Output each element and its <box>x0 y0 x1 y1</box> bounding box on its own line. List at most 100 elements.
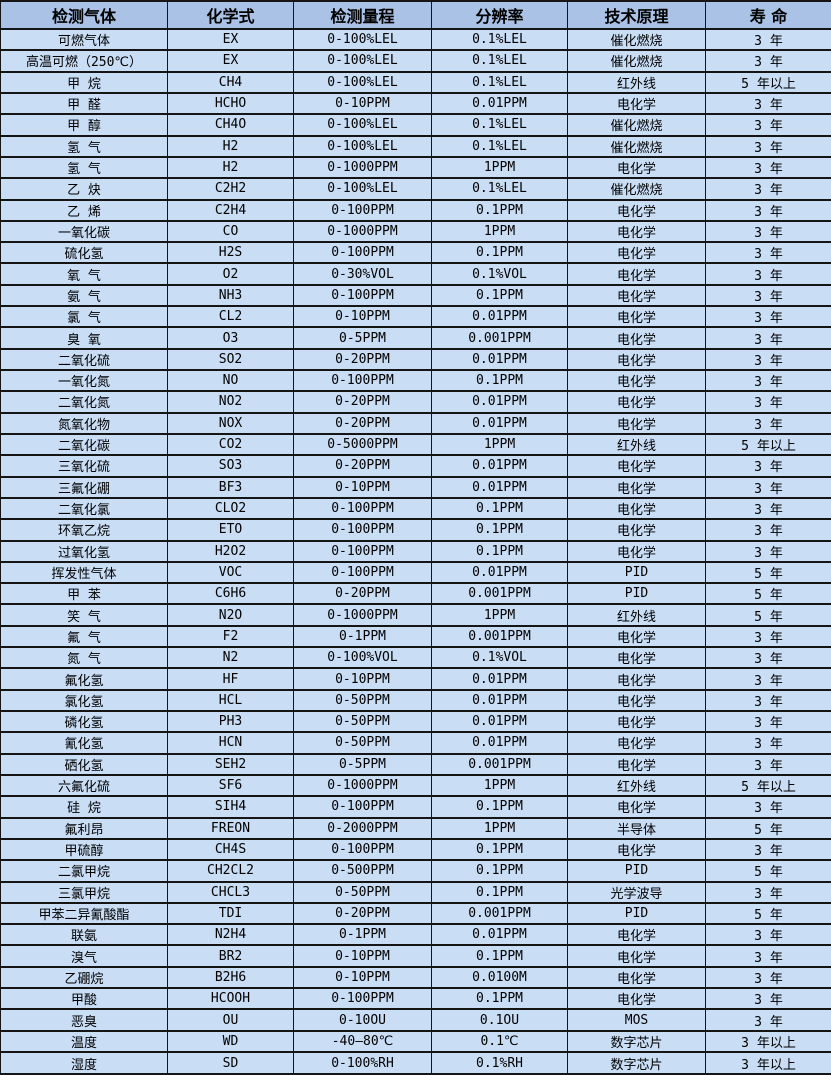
cell-gas: 二氧化氯 <box>0 496 168 521</box>
cell-principle: 电化学 <box>567 646 706 670</box>
cell-lifespan: 5 年 <box>705 560 831 585</box>
cell-gas: 甲 苯 <box>0 582 168 606</box>
cell-resolution: 0.001PPM <box>431 582 568 606</box>
cell-gas: 甲硫醇 <box>0 837 168 862</box>
cell-gas: 硫化氢 <box>0 241 168 265</box>
cell-range: 0-10OU <box>293 1008 432 1032</box>
cell-lifespan: 3 年以上 <box>705 1051 831 1075</box>
table-row: 二氯甲烷 CH2CL2 0-500PPM 0.1PPM PID 5 年 <box>0 859 831 883</box>
cell-resolution: 0.01PPM <box>431 91 568 116</box>
cell-resolution: 0.1PPM <box>431 518 568 542</box>
cell-resolution: 0.1%LEL <box>431 177 568 201</box>
cell-lifespan: 5 年 <box>705 859 831 883</box>
cell-formula: EX <box>167 49 294 73</box>
table-row: 氯化氢 HCL 0-50PPM 0.01PPM 电化学 3 年 <box>0 688 831 713</box>
table-row: 二氧化氮 NO2 0-20PPM 0.01PPM 电化学 3 年 <box>0 390 831 414</box>
cell-resolution: 0.01PPM <box>431 411 568 435</box>
cell-formula: CL2 <box>167 305 294 329</box>
cell-principle: 红外线 <box>567 432 706 457</box>
cell-gas: 二氧化氮 <box>0 390 168 414</box>
cell-formula: N2H4 <box>167 923 294 947</box>
cell-principle: 电化学 <box>567 987 706 1011</box>
table-row: 环氧乙烷 ETO 0-100PPM 0.1PPM 电化学 3 年 <box>0 518 831 542</box>
cell-range: 0-100%VOL <box>293 646 432 670</box>
cell-lifespan: 3 年 <box>705 752 831 776</box>
cell-range: 0-100PPM <box>293 837 432 862</box>
cell-range: 0-1PPM <box>293 624 432 649</box>
cell-range: 0-100PPM <box>293 368 432 393</box>
cell-range: 0-100%LEL <box>293 27 432 52</box>
cell-gas: 挥发性气体 <box>0 560 168 585</box>
cell-range: 0-20PPM <box>293 901 432 926</box>
cell-formula: NO <box>167 368 294 393</box>
cell-resolution: 0.01PPM <box>431 731 568 755</box>
table-row: 甲硫醇 CH4S 0-100PPM 0.1PPM 电化学 3 年 <box>0 837 831 862</box>
cell-gas: 甲 醇 <box>0 113 168 137</box>
column-header-resolution: 分辨率 <box>431 0 568 30</box>
cell-range: 0-100PPM <box>293 795 432 819</box>
cell-resolution: 1PPM <box>431 432 568 457</box>
cell-principle: 电化学 <box>567 837 706 862</box>
table-row: 氮 气 N2 0-100%VOL 0.1%VOL 电化学 3 年 <box>0 646 831 670</box>
cell-range: 0-500PPM <box>293 859 432 883</box>
cell-formula: C2H4 <box>167 198 294 222</box>
cell-gas: 氟化氢 <box>0 667 168 691</box>
cell-formula: F2 <box>167 624 294 649</box>
cell-formula: SO3 <box>167 454 294 478</box>
cell-range: 0-1000PPM <box>293 773 432 798</box>
table-row: 磷化氢 PH3 0-50PPM 0.01PPM 电化学 3 年 <box>0 709 831 734</box>
cell-principle: PID <box>567 582 706 606</box>
cell-resolution: 0.1PPM <box>431 987 568 1011</box>
cell-resolution: 0.1PPM <box>431 198 568 222</box>
cell-principle: 电化学 <box>567 326 706 350</box>
table-row: 六氟化硫 SF6 0-1000PPM 1PPM 红外线 5 年以上 <box>0 773 831 798</box>
cell-formula: CO2 <box>167 432 294 457</box>
cell-formula: ETO <box>167 518 294 542</box>
cell-resolution: 0.0100M <box>431 965 568 990</box>
cell-principle: 电化学 <box>567 219 706 244</box>
cell-range: 0-10PPM <box>293 944 432 968</box>
cell-gas: 二氧化碳 <box>0 432 168 457</box>
cell-gas: 甲酸 <box>0 987 168 1011</box>
cell-range: 0-10PPM <box>293 475 432 499</box>
cell-resolution: 0.1%LEL <box>431 134 568 158</box>
cell-lifespan: 3 年 <box>705 198 831 222</box>
table-row: 氯 气 CL2 0-10PPM 0.01PPM 电化学 3 年 <box>0 305 831 329</box>
table-row: 甲 苯 C6H6 0-20PPM 0.001PPM PID 5 年 <box>0 582 831 606</box>
table-row: 高温可燃（250℃） EX 0-100%LEL 0.1%LEL 催化燃烧 3 年 <box>0 49 831 73</box>
cell-formula: O2 <box>167 262 294 286</box>
cell-lifespan: 3 年 <box>705 390 831 414</box>
cell-formula: CHCL3 <box>167 880 294 904</box>
cell-principle: 电化学 <box>567 965 706 990</box>
cell-formula: HCN <box>167 731 294 755</box>
cell-lifespan: 3 年 <box>705 987 831 1011</box>
cell-principle: PID <box>567 560 706 585</box>
cell-principle: 电化学 <box>567 688 706 713</box>
table-row: 氧 气 O2 0-30%VOL 0.1%VOL 电化学 3 年 <box>0 262 831 286</box>
cell-resolution: 0.01PPM <box>431 305 568 329</box>
cell-resolution: 0.001PPM <box>431 326 568 350</box>
cell-principle: 电化学 <box>567 752 706 776</box>
cell-lifespan: 5 年以上 <box>705 773 831 798</box>
cell-range: 0-20PPM <box>293 454 432 478</box>
cell-principle: 半导体 <box>567 816 706 840</box>
cell-gas: 三氯甲烷 <box>0 880 168 904</box>
cell-formula: CH4S <box>167 837 294 862</box>
cell-range: 0-100%LEL <box>293 49 432 73</box>
cell-principle: 电化学 <box>567 454 706 478</box>
cell-lifespan: 3 年 <box>705 944 831 968</box>
cell-range: 0-100%RH <box>293 1051 432 1075</box>
cell-resolution: 1PPM <box>431 219 568 244</box>
cell-principle: 红外线 <box>567 603 706 627</box>
cell-lifespan: 3 年 <box>705 113 831 137</box>
cell-lifespan: 3 年 <box>705 219 831 244</box>
cell-range: 0-100PPM <box>293 518 432 542</box>
cell-gas: 氢 气 <box>0 134 168 158</box>
cell-lifespan: 3 年 <box>705 688 831 713</box>
cell-principle: 电化学 <box>567 475 706 499</box>
cell-range: 0-2000PPM <box>293 816 432 840</box>
cell-gas: 氯 气 <box>0 305 168 329</box>
cell-formula: FREON <box>167 816 294 840</box>
